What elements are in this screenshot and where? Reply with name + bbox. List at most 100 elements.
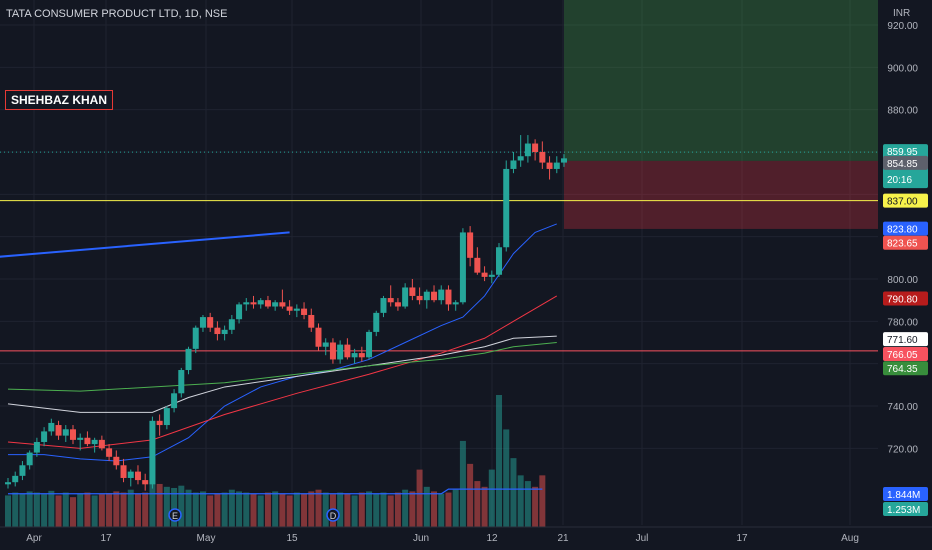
volume-bar: [496, 395, 503, 527]
moving-average-line: [7, 342, 557, 392]
candle: [452, 300, 459, 311]
price-tick-label: 920.00: [887, 21, 918, 32]
volume-bar: [171, 487, 178, 527]
time-tick-label: Aug: [841, 533, 859, 544]
candle: [19, 461, 26, 481]
volume-bar: [272, 491, 279, 527]
candle: [322, 338, 329, 356]
volume-bar: [192, 492, 199, 527]
volume-bar: [539, 475, 546, 527]
volume-ma-badge: 1.253M: [887, 505, 920, 516]
volume-bar: [106, 493, 113, 527]
author-watermark: SHEHBAZ KHAN: [5, 90, 113, 110]
candle-body: [84, 437, 91, 445]
volume-bar: [315, 489, 322, 527]
candle: [416, 287, 423, 305]
volume-bar: [243, 492, 250, 527]
volume-bar: [344, 493, 351, 527]
candle-body: [221, 329, 228, 335]
candle: [214, 321, 221, 341]
price-tick-label: 740.00: [887, 402, 918, 413]
candle: [77, 433, 84, 451]
ma-red-badge: 790.80: [887, 294, 918, 305]
candle: [84, 431, 91, 447]
candle-body: [402, 287, 409, 307]
price-tick-label: 720.00: [887, 444, 918, 455]
candle: [192, 325, 199, 354]
candle-body: [264, 300, 271, 307]
candle-body: [171, 393, 178, 409]
candle-body: [344, 344, 351, 358]
candle-body: [293, 308, 300, 311]
candle: [33, 437, 40, 457]
time-tick-label: 21: [557, 533, 569, 544]
volume-bar: [120, 492, 127, 527]
candle: [301, 302, 308, 320]
candle-body: [546, 162, 553, 169]
ma-blue-badge-bg: [883, 221, 928, 236]
volume-bar: [33, 492, 40, 527]
candle: [423, 289, 430, 309]
candle: [243, 298, 250, 311]
candle: [26, 450, 33, 470]
candle-body: [26, 452, 33, 466]
candle-body: [257, 300, 264, 305]
candle: [98, 435, 105, 451]
candle-body: [185, 348, 192, 371]
candle-body: [55, 425, 62, 436]
candle-body: [532, 143, 539, 152]
volume-bar: [12, 492, 19, 527]
candle-body: [337, 344, 344, 360]
candle: [149, 416, 156, 489]
candle: [438, 285, 445, 305]
volume-bar: [19, 493, 26, 527]
candle-body: [48, 422, 55, 432]
candle: [387, 285, 394, 307]
volume-bar: [416, 469, 423, 527]
bar-countdown: 20:16: [887, 175, 912, 186]
candle-body: [149, 420, 156, 485]
time-tick-label: 17: [100, 533, 112, 544]
time-tick-label: 17: [736, 533, 748, 544]
candle-body: [358, 353, 365, 358]
ma-blue-badge: 823.80: [887, 225, 918, 236]
price-axis: [878, 0, 932, 550]
candle-body: [134, 471, 141, 481]
candle: [279, 289, 286, 309]
candle: [156, 414, 163, 436]
volume-bar: [524, 481, 531, 527]
hline-price-badge: 837.00: [887, 197, 918, 208]
candle: [474, 247, 481, 275]
volume-bar: [228, 489, 235, 527]
candle-body: [156, 420, 163, 426]
candle-body: [561, 158, 567, 163]
candle: [329, 338, 336, 364]
volume-bar: [517, 475, 524, 527]
candle: [467, 226, 474, 267]
volume-ma-line: [8, 488, 543, 495]
candle-body: [452, 302, 459, 305]
time-tick-label: May: [197, 533, 216, 544]
candle-body: [351, 353, 358, 358]
volume-ma-badge-bg: [883, 502, 928, 516]
candle: [286, 300, 293, 315]
volume-bar: [438, 493, 445, 527]
candle: [510, 152, 517, 174]
time-tick-label: Apr: [26, 533, 42, 544]
volume-bar: [409, 491, 416, 527]
volume-bar: [366, 491, 373, 527]
candle-body: [438, 289, 445, 301]
candle: [236, 302, 243, 324]
ma-red-badge-bg: [883, 291, 928, 306]
candle-body: [488, 274, 495, 277]
volume-bar: [91, 495, 98, 527]
moving-average-line: [7, 335, 557, 413]
volume-bar: [62, 492, 69, 527]
dividend-marker: D: [330, 511, 337, 521]
candle: [358, 346, 365, 362]
candle-body: [481, 272, 488, 277]
volume-bar: [98, 494, 105, 527]
candle-body: [510, 160, 517, 169]
candle: [272, 300, 279, 311]
